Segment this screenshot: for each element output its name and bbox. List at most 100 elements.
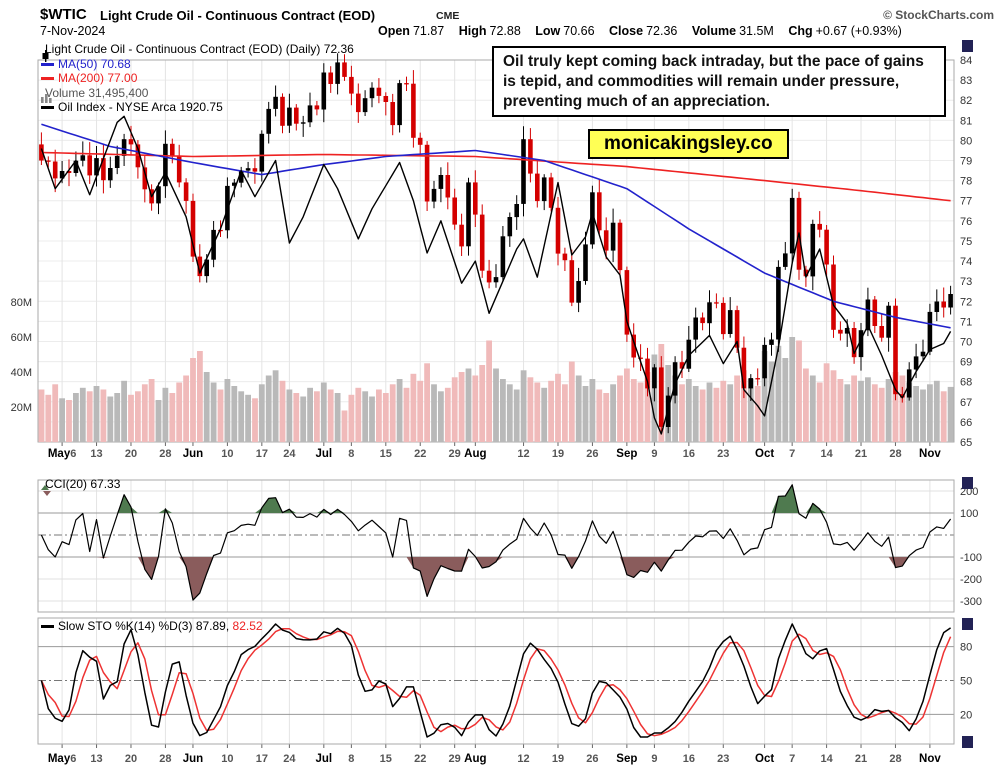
high-label: High xyxy=(458,24,487,38)
svg-text:7: 7 xyxy=(789,753,795,765)
stochastic-chart: May6 13 20 28 Jun 10 17 24 Jul 8 15 22 29 Aug 12 19 26 Se… xyxy=(37,617,972,765)
svg-text:80M: 80M xyxy=(11,297,32,309)
svg-text:71: 71 xyxy=(960,316,972,328)
svg-text:74: 74 xyxy=(960,256,972,268)
svg-text:May6: May6 xyxy=(48,448,77,460)
svg-text:60M: 60M xyxy=(11,332,32,344)
svg-text:21: 21 xyxy=(855,448,867,460)
svg-text:28: 28 xyxy=(159,448,171,460)
svg-text:26: 26 xyxy=(586,753,598,765)
svg-text:23: 23 xyxy=(717,448,729,460)
legend-cci-value: 67.33 xyxy=(90,477,121,491)
svg-text:76: 76 xyxy=(960,216,972,228)
exchange-label: CME xyxy=(436,10,460,22)
high-value: 72.88 xyxy=(489,24,521,38)
cci-legend: CCI(20) 67.33 xyxy=(41,477,121,496)
cci-chart: 200 100 -100 -200 -300 xyxy=(37,479,982,613)
legend-ma50-value: 70.68 xyxy=(100,56,131,71)
svg-text:79: 79 xyxy=(960,156,972,168)
bottom-panel-handle[interactable] xyxy=(962,736,973,748)
svg-text:16: 16 xyxy=(683,753,695,765)
svg-text:May6: May6 xyxy=(48,753,77,765)
legend-sto-label: Slow STO %K(14) %D(3) xyxy=(58,619,193,633)
svg-text:24: 24 xyxy=(283,448,296,460)
legend-sto-row: Slow STO %K(14) %D(3) 87.89, 82.52 xyxy=(41,619,263,634)
cci-panel-handle[interactable] xyxy=(962,477,973,489)
svg-text:12: 12 xyxy=(517,753,529,765)
svg-text:16: 16 xyxy=(683,448,695,460)
svg-text:73: 73 xyxy=(960,276,972,288)
legend-oil-index-row: Oil Index - NYSE Arca 1920.75 xyxy=(41,100,354,115)
symbol: $WTIC xyxy=(40,6,87,23)
svg-text:69: 69 xyxy=(960,357,972,369)
volume-bars xyxy=(38,337,954,443)
svg-text:7: 7 xyxy=(789,448,795,460)
price-legend: Light Crude Oil - Continuous Contract (E… xyxy=(41,42,354,115)
svg-text:28: 28 xyxy=(889,448,901,460)
legend-ma200-label: MA(200) xyxy=(58,71,105,85)
ohlc-quote: Open 71.87 High 72.88 Low 70.66 Close 72.36 … xyxy=(378,24,902,38)
source-credit: © StockCharts.com xyxy=(883,8,994,22)
ma200-line-icon xyxy=(41,77,54,81)
legend-sto-d-value: 82.52 xyxy=(232,619,263,633)
legend-volume-value: 31,495,400 xyxy=(88,85,149,100)
svg-text:15: 15 xyxy=(380,448,392,460)
svg-text:Jul: Jul xyxy=(316,448,333,460)
svg-text:72: 72 xyxy=(960,296,972,308)
legend-ma50-label: MA(50) xyxy=(58,56,98,71)
svg-text:100: 100 xyxy=(960,508,978,520)
svg-text:-100: -100 xyxy=(960,552,982,564)
low-label: Low xyxy=(535,24,561,38)
svg-text:15: 15 xyxy=(380,753,392,765)
open-value: 71.87 xyxy=(412,24,445,38)
svg-text:84: 84 xyxy=(960,55,972,67)
svg-text:20M: 20M xyxy=(11,402,32,414)
svg-text:Oct: Oct xyxy=(755,753,774,765)
svg-text:50: 50 xyxy=(960,676,972,688)
legend-sto-k-value: 87.89, xyxy=(195,619,230,633)
svg-text:Nov: Nov xyxy=(919,753,941,765)
svg-text:Jun: Jun xyxy=(183,448,203,460)
svg-text:70: 70 xyxy=(960,336,972,348)
svg-text:20: 20 xyxy=(125,753,137,765)
svg-text:13: 13 xyxy=(90,753,102,765)
svg-text:68: 68 xyxy=(960,377,972,389)
svg-text:14: 14 xyxy=(820,753,833,765)
sto-panel-handle[interactable] xyxy=(962,618,973,630)
legend-ma200-value: 77.00 xyxy=(107,71,138,85)
svg-text:75: 75 xyxy=(960,236,972,248)
svg-text:67: 67 xyxy=(960,397,972,409)
svg-text:20: 20 xyxy=(960,709,972,721)
svg-text:Aug: Aug xyxy=(464,753,486,765)
svg-text:23: 23 xyxy=(717,753,729,765)
svg-text:19: 19 xyxy=(552,448,564,460)
svg-text:21: 21 xyxy=(855,753,867,765)
legend-cci-label: CCI(20) xyxy=(45,477,88,491)
svg-text:20: 20 xyxy=(125,448,137,460)
volume-value: 31.5M xyxy=(739,24,774,38)
svg-text:Aug: Aug xyxy=(464,448,486,460)
svg-text:28: 28 xyxy=(889,753,901,765)
svg-text:77: 77 xyxy=(960,196,972,208)
svg-text:13: 13 xyxy=(90,448,102,460)
change-label: Chg xyxy=(788,24,813,38)
close-value: 72.36 xyxy=(646,24,678,38)
price-panel-handle[interactable] xyxy=(962,40,973,52)
svg-text:200: 200 xyxy=(960,486,978,498)
svg-text:Sep: Sep xyxy=(616,448,637,460)
legend-volume-row: Volume 31,495,400 xyxy=(41,85,354,104)
svg-text:29: 29 xyxy=(449,753,461,765)
svg-text:66: 66 xyxy=(960,417,972,429)
legend-ma200-row: MA(200) 77.00 xyxy=(41,71,354,86)
svg-text:24: 24 xyxy=(283,753,296,765)
svg-text:80: 80 xyxy=(960,642,972,654)
brand-watermark: monicakingsley.co xyxy=(588,129,789,159)
legend-volume-label: Volume xyxy=(45,85,86,100)
svg-text:8: 8 xyxy=(348,753,354,765)
svg-text:17: 17 xyxy=(256,753,268,765)
svg-text:8: 8 xyxy=(348,448,354,460)
svg-text:Jul: Jul xyxy=(316,753,333,765)
svg-text:-200: -200 xyxy=(960,574,982,586)
svg-text:Sep: Sep xyxy=(616,753,637,765)
